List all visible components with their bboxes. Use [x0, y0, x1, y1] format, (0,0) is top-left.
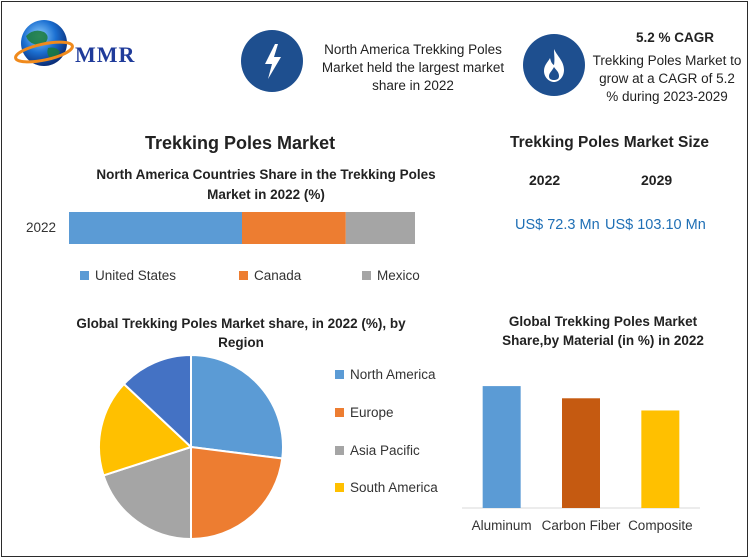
stacked-bar-segment-canada [242, 212, 346, 244]
size-year-2: 2029 [641, 172, 673, 188]
chart2-legend-europe: Europe [335, 405, 394, 420]
pie-slice-south-america [98, 382, 193, 477]
chart2-legend-south-america: South America [335, 480, 438, 495]
chart3-bar-chart: Aluminum Carbon Fiber Composite [462, 386, 700, 533]
legend-swatch [239, 271, 248, 280]
chart1-legend-item-mexico: Mexico [362, 268, 420, 283]
size-value-1: US$ 72.3 Mn [515, 217, 600, 233]
legend-swatch [80, 271, 89, 280]
chart2-title: Global Trekking Poles Market share, in 2… [76, 316, 406, 350]
legend-swatch [335, 370, 344, 379]
flame-icon-badge [523, 34, 585, 96]
legend-label: Mexico [377, 268, 420, 283]
logo-text: MMR [75, 42, 136, 67]
legend-label: Canada [254, 268, 302, 283]
legend-swatch [335, 408, 344, 417]
size-year-1: 2022 [529, 172, 561, 188]
legend-label: United States [95, 268, 177, 283]
card2-text: Trekking Poles Market to grow at a CAGR … [592, 53, 742, 104]
legend-swatch [335, 446, 344, 455]
chart1-title: North America Countries Share in the Tre… [96, 167, 436, 202]
chart1-stacked-bar [69, 212, 415, 244]
stacked-bar-segment-united-states [69, 212, 242, 244]
legend-label: South America [350, 480, 438, 495]
bar-composite [641, 410, 680, 508]
pie-slice-asia-pacific [102, 445, 192, 541]
size-value-2: US$ 103.10 Mn [605, 217, 706, 233]
x-tick-label: Composite [628, 518, 693, 533]
x-tick-label: Carbon Fiber [542, 518, 621, 533]
card1-text: North America Trekking Poles Market held… [321, 42, 505, 93]
chart1-category-label: 2022 [26, 220, 57, 235]
legend-label: Europe [350, 405, 394, 420]
right-section-title: Trekking Poles Market Size [510, 134, 710, 151]
chart1-legend-item-canada: Canada [239, 268, 301, 283]
lightning-icon-badge [241, 30, 303, 92]
globe-logo-icon [14, 20, 74, 66]
pie-slice-europe [190, 445, 284, 541]
cagr-title: 5.2 % CAGR [635, 30, 715, 45]
left-section-title: Trekking Poles Market [145, 133, 336, 153]
flame-icon [544, 49, 564, 82]
chart2-legend-north-america: North America [335, 367, 436, 382]
bar-carbon-fiber [562, 398, 600, 508]
stacked-bar-segment-mexico [345, 212, 415, 244]
lightning-icon [265, 44, 281, 79]
pie-slice-north-america [190, 353, 284, 460]
chart3-title: Global Trekking Poles Market Share,by Ma… [502, 314, 704, 348]
chart2-legend-asia-pacific: Asia Pacific [335, 443, 420, 458]
legend-swatch [362, 271, 371, 280]
legend-swatch [335, 483, 344, 492]
legend-label: Asia Pacific [350, 443, 420, 458]
bar-aluminum [482, 386, 521, 508]
chart2-pie [98, 353, 284, 541]
x-tick-label: Aluminum [472, 518, 532, 533]
legend-label: North America [350, 367, 436, 382]
chart1-legend-item-us: United States [80, 268, 176, 283]
pie-slice-middle-east-and-africa [122, 353, 192, 450]
